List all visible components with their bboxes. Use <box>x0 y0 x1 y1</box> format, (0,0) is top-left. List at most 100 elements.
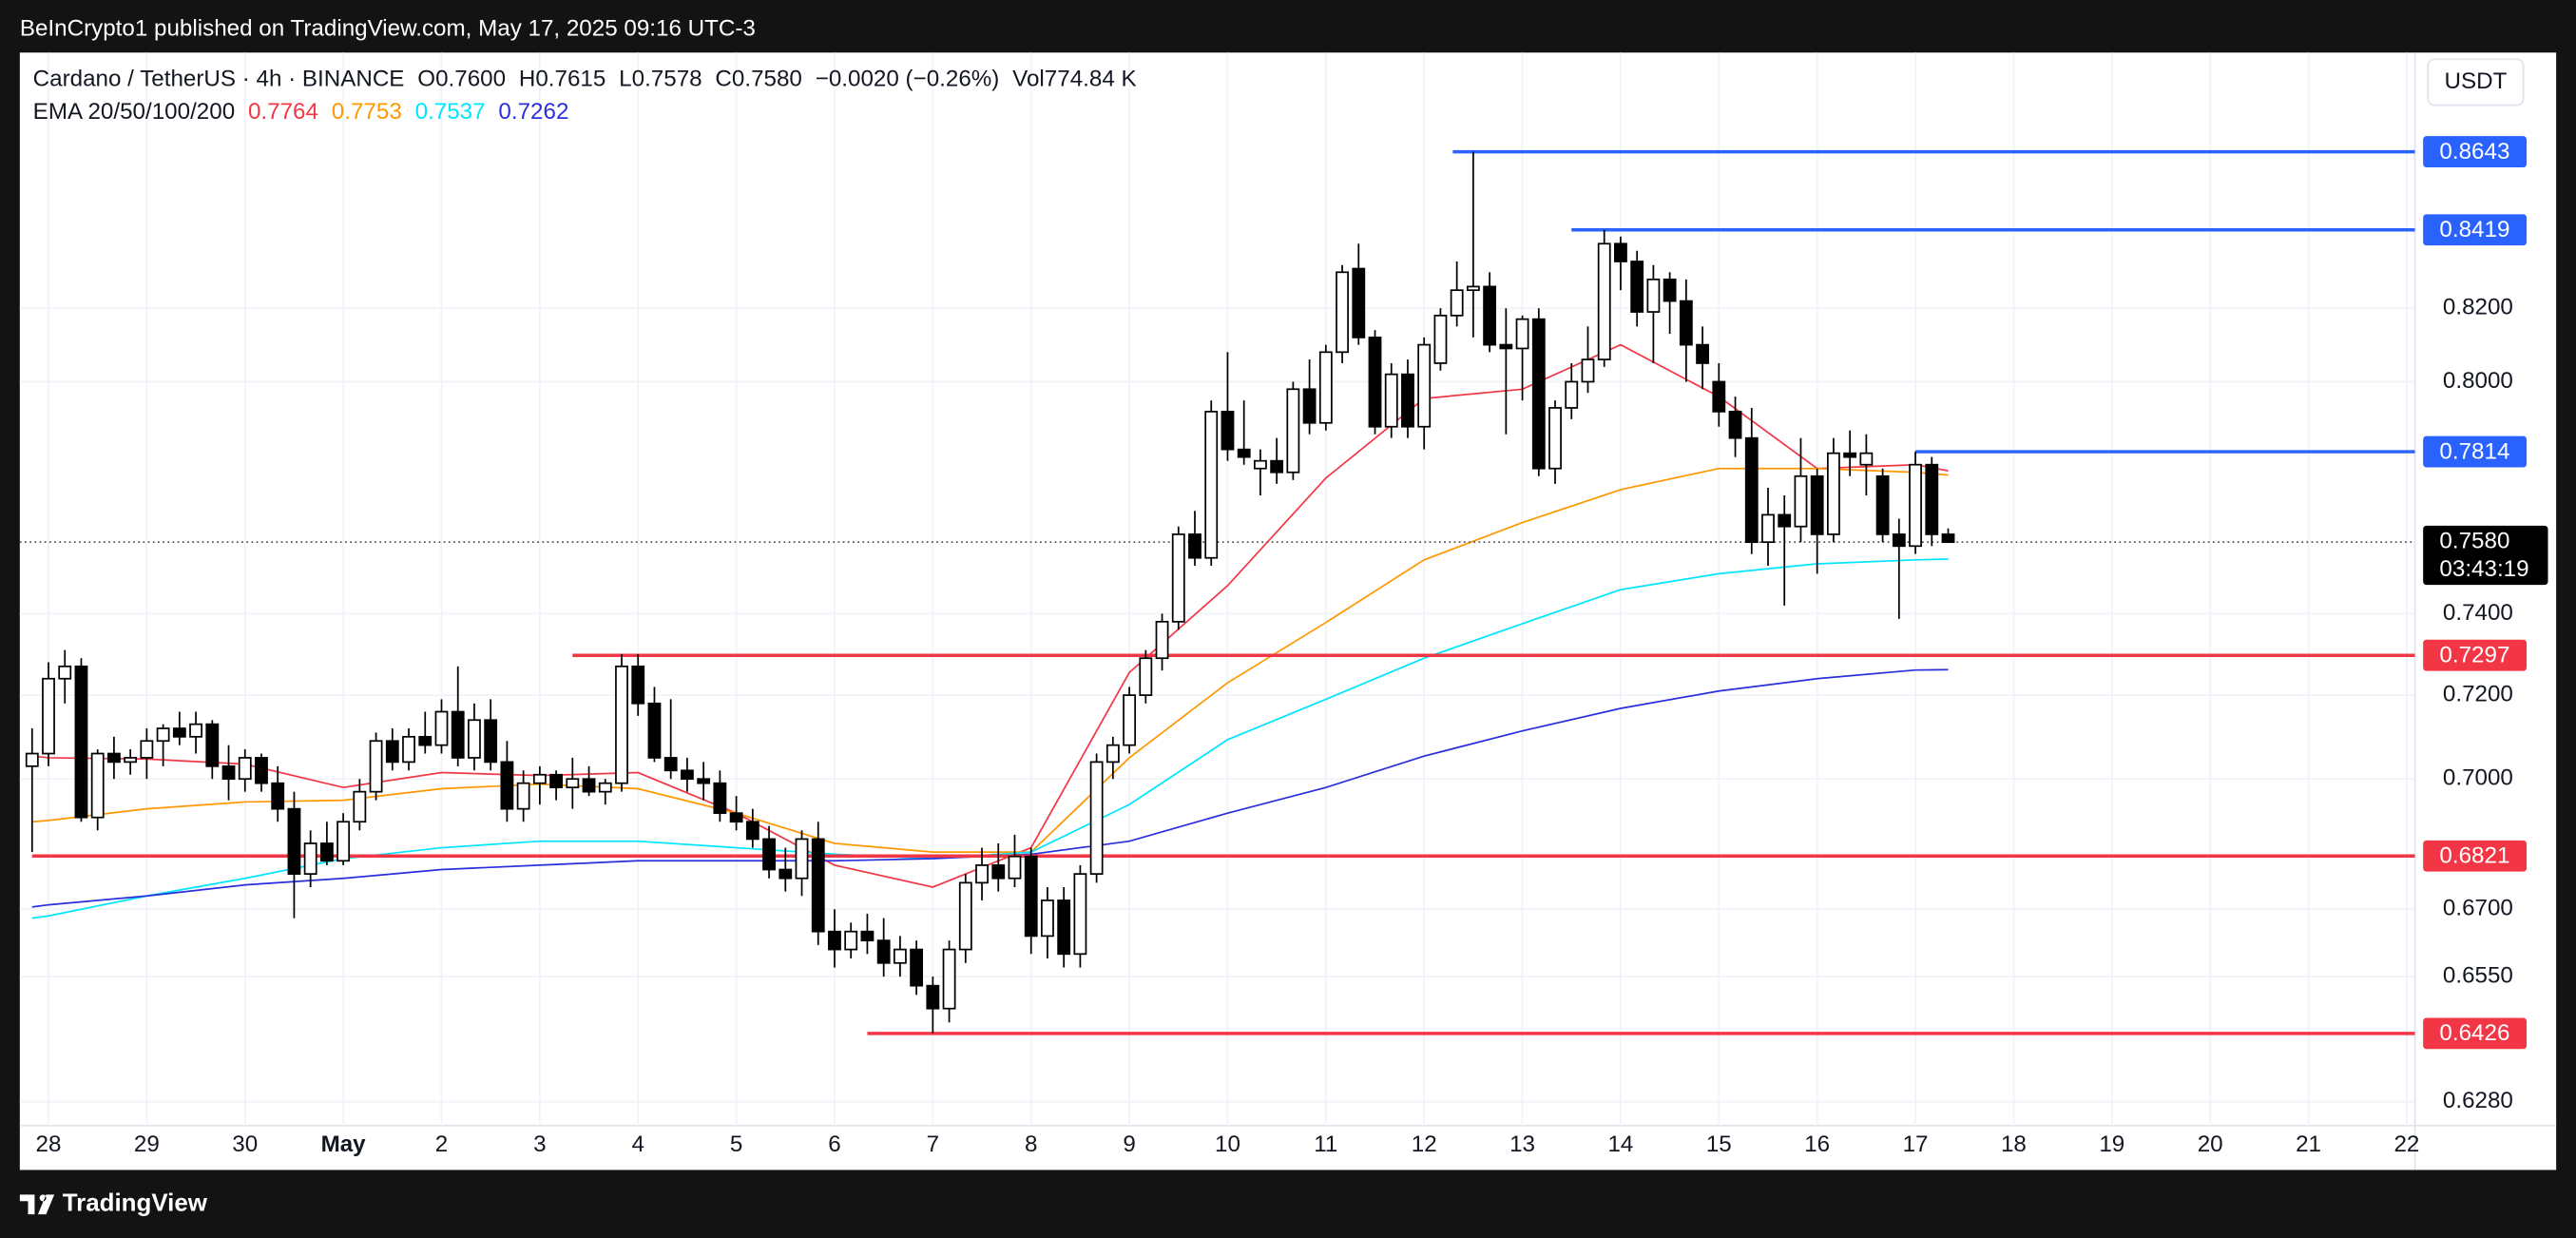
candle-body <box>124 757 138 764</box>
candle-body <box>1433 314 1448 364</box>
candle-body <box>1531 318 1546 470</box>
candle-body <box>811 838 825 933</box>
y-tick-label: 0.6280 <box>2443 1088 2513 1113</box>
candle-body <box>484 719 498 764</box>
candle-body <box>615 665 628 784</box>
ohlc-value: 0.7615 <box>535 67 606 92</box>
x-tick-label: 14 <box>1607 1132 1633 1157</box>
level-tag-label: 0.8643 <box>2439 139 2509 164</box>
currency-button[interactable]: USDT <box>2427 58 2525 106</box>
level-tag-label: 0.8419 <box>2439 217 2509 242</box>
candle-body <box>1663 278 1677 302</box>
candle-body <box>500 761 514 810</box>
candle-body <box>958 881 972 951</box>
ohlc-key: L <box>619 67 631 92</box>
candle-body <box>697 778 711 784</box>
candle-body <box>1417 343 1432 428</box>
candle-body <box>107 752 121 764</box>
level-tag <box>2423 435 2528 468</box>
candle-body <box>1679 300 1693 346</box>
x-tick-label: May <box>321 1132 367 1157</box>
candle-body <box>303 842 317 875</box>
level-tag <box>2423 639 2528 671</box>
candle-body <box>1123 694 1136 746</box>
candle-body <box>1204 411 1219 559</box>
candle-body <box>1384 373 1398 428</box>
x-tick-label: 15 <box>1706 1132 1732 1157</box>
candle-body <box>140 740 154 759</box>
published-note: BeInCrypto1 published on TradingView.com… <box>20 15 756 41</box>
ohlc-key: C <box>715 67 731 92</box>
candle-body <box>860 930 875 941</box>
candle-body <box>1548 407 1562 470</box>
candle-body <box>1614 242 1627 262</box>
candle-body <box>663 757 678 772</box>
candle-body <box>779 868 793 880</box>
candle-body <box>1057 899 1071 956</box>
candle-body <box>418 735 433 746</box>
candle-body <box>598 782 612 793</box>
logo-shape <box>19 1194 55 1215</box>
candle-body <box>1515 318 1529 350</box>
ohlc-value: 0.7580 <box>732 67 802 92</box>
level-tag-label: 0.6426 <box>2439 1020 2509 1046</box>
candle-body <box>1254 459 1267 470</box>
candle-body <box>1826 452 1840 535</box>
x-tick-label: 8 <box>1025 1132 1037 1157</box>
footer-logo <box>19 1194 55 1215</box>
x-tick-label: 30 <box>232 1132 258 1157</box>
candle-body <box>1041 899 1054 938</box>
candle-body <box>942 948 956 1010</box>
candle-body <box>172 727 186 738</box>
candle-body <box>1270 459 1284 474</box>
candle-body <box>1139 657 1153 696</box>
currency-box[interactable] <box>2427 58 2525 106</box>
candle-body <box>910 948 924 987</box>
ema-value: 0.7262 <box>498 100 568 126</box>
candle-body <box>25 752 39 767</box>
x-tick-label: 9 <box>1123 1132 1135 1157</box>
x-tick-label: 5 <box>730 1132 742 1157</box>
candle-body <box>385 740 399 764</box>
candle-body <box>58 665 72 680</box>
candle-body <box>1646 278 1661 313</box>
candle-body <box>42 677 55 755</box>
x-tick-label: 12 <box>1412 1132 1437 1157</box>
y-tick-label: 0.7000 <box>2443 765 2513 791</box>
candle-body <box>1696 343 1709 364</box>
candle-body <box>1875 474 1890 535</box>
candle-body <box>549 773 564 789</box>
level-tag-label: 0.7814 <box>2439 438 2509 464</box>
ohlc-value: 0.7578 <box>632 67 702 92</box>
candle-body <box>893 948 907 964</box>
currency[interactable]: USDT <box>2445 68 2508 94</box>
candle-body <box>238 757 252 781</box>
candle-body <box>631 665 645 705</box>
candle-body <box>369 740 383 793</box>
candle-body <box>1941 533 1955 544</box>
legend-ema: EMA 20/50/100/200 0.7764 0.7753 0.7537 0.726… <box>33 100 569 126</box>
y-tick-label: 0.8000 <box>2443 368 2513 394</box>
ema-value: 0.7764 <box>248 100 318 126</box>
x-tick-label: 7 <box>927 1132 939 1157</box>
candle-body <box>74 665 88 819</box>
candle-body <box>1073 873 1087 956</box>
candle-body <box>647 702 662 759</box>
candle-body <box>1237 448 1251 458</box>
candle-body <box>1712 380 1726 413</box>
candle-body <box>991 864 1006 880</box>
candle-body <box>1744 436 1759 544</box>
candle-body <box>582 778 596 793</box>
candle-body <box>975 864 989 884</box>
candle-body <box>1630 261 1644 313</box>
candle-body <box>1466 285 1480 292</box>
candle-body <box>681 769 694 781</box>
candle-body <box>1286 388 1300 474</box>
level-tag <box>2423 214 2528 246</box>
level-tag <box>2423 136 2528 168</box>
y-tick-label: 0.7200 <box>2443 681 2513 706</box>
candle-body <box>1565 380 1579 409</box>
countdown: 03:43:19 <box>2439 556 2528 582</box>
change: −0.0020 (−0.26%) <box>816 67 1000 92</box>
